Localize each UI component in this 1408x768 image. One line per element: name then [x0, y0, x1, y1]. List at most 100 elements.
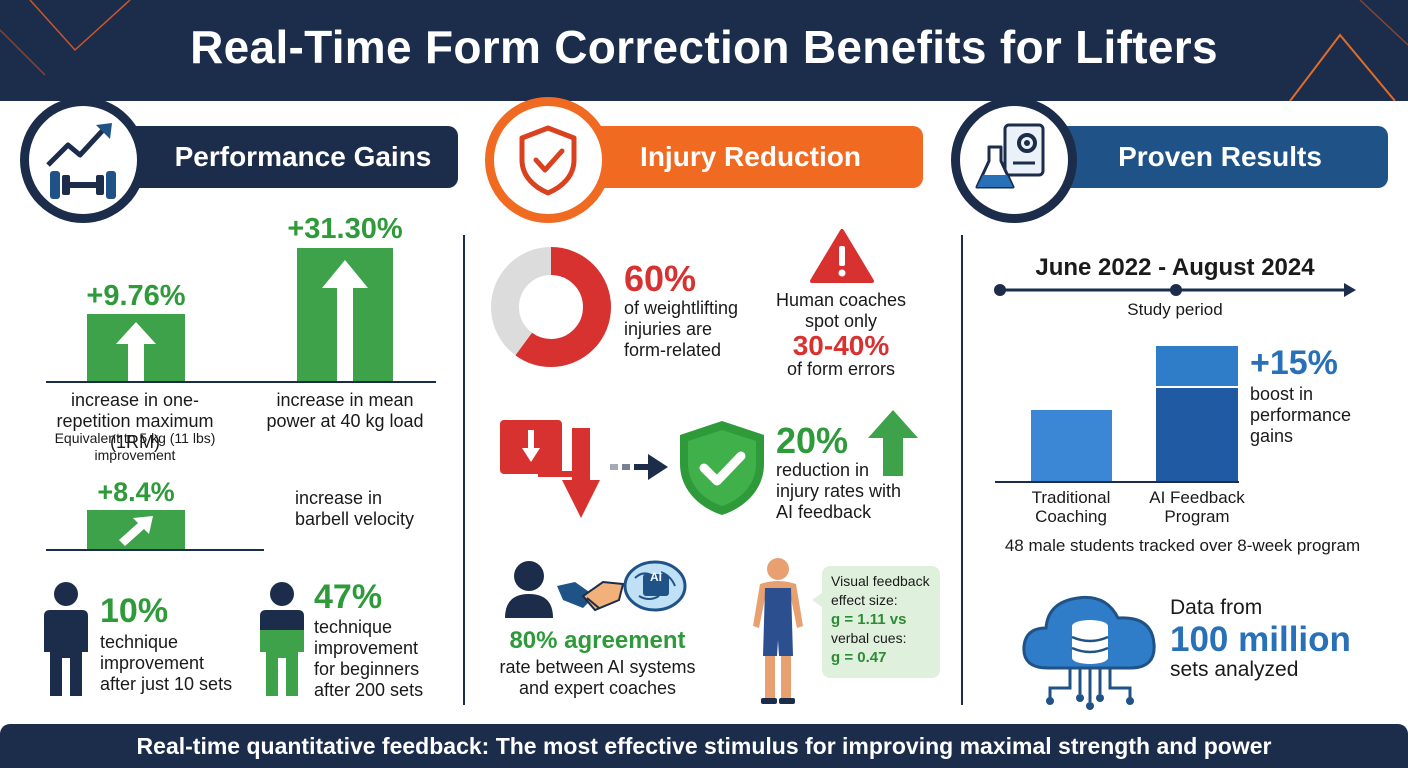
coaches-label: Human coaches spot only [766, 290, 916, 332]
mean-power-label-line2: power at 40 kg load [266, 411, 424, 431]
bubble-line4: verbal cues: [831, 630, 907, 646]
person-icon [44, 582, 88, 696]
chart-dumbbell-icon [46, 123, 116, 199]
timeline [994, 283, 1356, 297]
coach-ai-handshake-icon [505, 560, 687, 618]
form-related-line1: of weightlifting [624, 298, 739, 318]
reduction-line1: reduction in [776, 460, 870, 480]
technique-10-line1: technique [100, 632, 179, 652]
coaches-line1: Human coaches [775, 290, 907, 310]
one-rm-label-line2: repetition maximum (1RM) [56, 411, 214, 452]
one-rm-label-line1: increase in one- [70, 390, 200, 410]
technique-10-value: 10% [100, 592, 169, 630]
bubble-line1: Visual feedback [831, 573, 930, 589]
coaches-line2: spot only [804, 311, 878, 331]
study-period-label: Study period [1127, 300, 1223, 319]
mean-power-value: +31.30% [287, 213, 403, 245]
one-rm-sublabel: Equivalent to 5 kg (11 lbs) improvement [40, 430, 230, 464]
form-related-donut [491, 247, 611, 367]
section-results-title: Proven Results [1118, 141, 1322, 172]
bar-label-ai-line1: AI Feedback [1149, 488, 1245, 507]
agreement-label: rate between AI systems and expert coach… [485, 657, 710, 699]
technique-47-line3: for beginners [314, 659, 420, 679]
page-title: Real-Time Form Correction Benefits for L… [190, 21, 1218, 73]
agreement-value: 80% agreement [509, 627, 686, 654]
arrow-diagonal-icon [119, 516, 153, 546]
mean-power-bar [297, 248, 393, 382]
coaches-line3: of form errors [786, 359, 896, 379]
reduction-line2: injury rates with [776, 481, 902, 501]
form-related-line3: form-related [624, 340, 722, 360]
boost-line3: gains [1250, 426, 1294, 446]
section-injury-title: Injury Reduction [640, 141, 861, 172]
data-volume-value: 100 million [1170, 620, 1351, 659]
injury-down-icon [500, 420, 600, 518]
technique-47-label: technique improvement for beginners afte… [314, 617, 464, 701]
header-banner: Real-Time Form Correction Benefits for L… [0, 0, 1408, 101]
results-baseline [995, 481, 1239, 483]
agreement-line1: rate between AI systems [499, 657, 696, 677]
arrow-up-icon [322, 260, 368, 382]
ai-bar-separator [1156, 386, 1238, 388]
traditional-coaching-bar [1031, 410, 1112, 482]
footer-text: Real-time quantitative feedback: The mos… [136, 732, 1272, 759]
velocity-bar [87, 510, 185, 550]
one-rm-value: +9.76% [86, 280, 186, 312]
velocity-label-line1: increase in [295, 488, 383, 508]
agreement-line2: and expert coaches [518, 678, 677, 698]
data-from-label: Data from [1170, 596, 1263, 619]
column-divider-right [961, 235, 963, 705]
bubble-line2: effect size: [831, 592, 898, 608]
arrow-up-green-icon [868, 410, 918, 476]
velocity-label: increase in barbell velocity [295, 488, 445, 530]
boost-line1: boost in [1250, 384, 1314, 404]
section-results-header: Proven Results [1032, 126, 1388, 188]
bar-label-ai: AI Feedback Program [1127, 488, 1267, 526]
coaches-value: 30-40% [792, 330, 890, 361]
section-performance-header: Performance Gains [118, 126, 458, 188]
performance-baseline [46, 381, 436, 383]
lab-flask-gear-icon [975, 123, 1045, 189]
bar-label-ai-line2: Program [1164, 507, 1230, 526]
one-rm-sublabel-line1: Equivalent to 5 kg (11 lbs) [54, 430, 216, 446]
study-period-range: June 2022 - August 2024 [1035, 254, 1315, 281]
cloud-database-icon [1022, 595, 1156, 710]
arrow-up-icon [116, 322, 156, 382]
section-injury-header: Injury Reduction [566, 126, 923, 188]
warning-icon [810, 229, 874, 283]
section-performance-title: Performance Gains [174, 141, 432, 172]
technique-10-line3: after just 10 sets [100, 674, 233, 694]
mean-power-label: increase in mean power at 40 kg load [255, 390, 435, 432]
velocity-label-line2: barbell velocity [295, 509, 415, 529]
performance-badge [20, 97, 146, 223]
ai-feedback-bar-boost [1156, 346, 1238, 388]
form-related-value: 60% [624, 258, 697, 299]
velocity-value: +8.4% [97, 477, 175, 507]
form-related-label: of weightlifting injuries are form-relat… [624, 298, 764, 361]
results-badge [951, 97, 1077, 223]
one-rm-bar [87, 314, 185, 382]
sets-analyzed-label: sets analyzed [1170, 658, 1299, 681]
reduction-value: 20% [776, 420, 849, 461]
shield-check-green-icon [680, 421, 764, 515]
technique-10-line2: improvement [100, 653, 205, 673]
technique-47-line1: technique [314, 617, 393, 637]
boost-label: boost in performance gains [1250, 384, 1390, 447]
boost-line2: performance [1250, 405, 1352, 425]
boost-value: +15% [1250, 344, 1338, 382]
technique-10-label: technique improvement after just 10 sets [100, 632, 250, 695]
ai-feedback-bar-base [1156, 388, 1238, 482]
bubble-line5: g = 0.47 [831, 649, 887, 666]
technique-47-line4: after 200 sets [314, 680, 424, 700]
injury-badge [485, 97, 611, 223]
bar-label-traditional-line2: Coaching [1035, 507, 1107, 526]
person-progress-icon [260, 582, 304, 696]
arrow-right-icon [610, 454, 668, 480]
form-related-line2: injuries are [624, 319, 713, 339]
velocity-baseline [46, 549, 264, 551]
technique-47-line2: improvement [314, 638, 419, 658]
one-rm-label: increase in one- repetition maximum (1RM… [30, 390, 240, 453]
feedback-effect-bubble: Visual feedback effect size: g = 1.11 vs… [822, 566, 940, 678]
ai-chip-label: AI [650, 570, 662, 584]
footer-banner: Real-time quantitative feedback: The mos… [0, 724, 1408, 768]
